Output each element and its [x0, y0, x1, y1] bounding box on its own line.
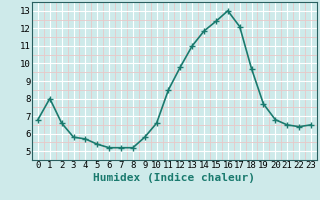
X-axis label: Humidex (Indice chaleur): Humidex (Indice chaleur) — [93, 173, 255, 183]
